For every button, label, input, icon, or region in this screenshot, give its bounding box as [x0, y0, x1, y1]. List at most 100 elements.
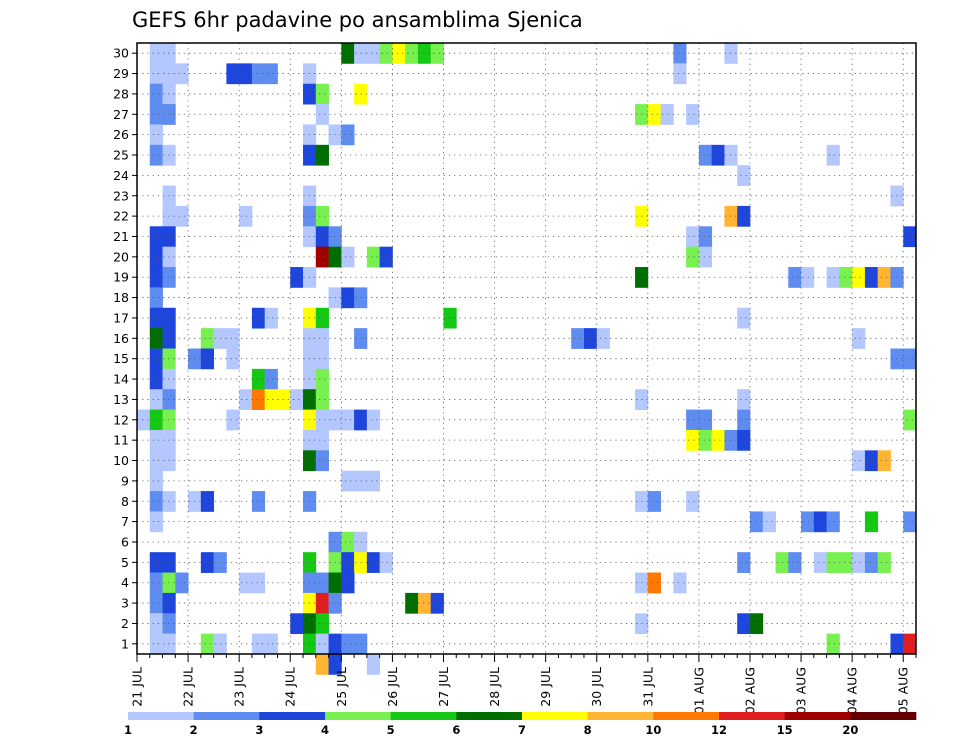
heatmap-cell: [149, 246, 163, 268]
heatmap-cell: [826, 144, 840, 166]
heatmap-cell: [737, 205, 751, 227]
x-tick-label: 28 JUL: [487, 667, 502, 707]
heatmap-cell: [686, 409, 700, 431]
heatmap-cell: [200, 348, 215, 370]
y-tick-label: 9: [121, 473, 129, 488]
heatmap-cell: [328, 654, 342, 675]
heatmap-cell: [864, 267, 879, 288]
heatmap-cell: [149, 613, 163, 635]
heatmap-cell: [379, 43, 393, 64]
heatmap-cell: [788, 552, 802, 573]
heatmap-cell: [149, 491, 163, 512]
heatmap-cell: [315, 613, 329, 635]
heatmap-cell: [341, 409, 355, 431]
colorbar-label: 15: [777, 723, 793, 737]
y-tick-label: 27: [113, 107, 129, 122]
heatmap-cell: [417, 43, 432, 64]
x-tick-label: 24 JUL: [283, 667, 298, 707]
heatmap-cell: [315, 429, 329, 451]
heatmap-cell: [698, 144, 713, 166]
heatmap-cell: [315, 246, 329, 268]
heatmap-cell: [686, 429, 700, 451]
y-tick-label: 15: [113, 351, 129, 366]
y-tick-label: 29: [113, 66, 129, 81]
heatmap-cell: [724, 144, 738, 166]
y-tick-label: 19: [113, 270, 129, 285]
plot-frame: [136, 42, 917, 655]
heatmap-cell: [903, 348, 917, 370]
colorbar-swatch: [850, 712, 917, 720]
heatmap-cell: [711, 144, 725, 166]
heatmap-cell: [366, 552, 381, 573]
heatmap-cell: [673, 43, 687, 64]
heatmap-cell: [864, 552, 879, 573]
heatmap-cell: [264, 389, 278, 410]
y-tick-label: 17: [113, 310, 129, 325]
colorbar-swatch: [390, 712, 457, 720]
heatmap-cell: [175, 63, 189, 85]
heatmap-cell: [149, 43, 163, 64]
colorbar-swatch: [128, 712, 194, 720]
heatmap-cell: [226, 348, 240, 370]
heatmap-cell: [149, 307, 163, 329]
heatmap-cell: [341, 43, 355, 64]
heatmap-cell: [315, 205, 329, 227]
x-tick-label: 21 JUL: [130, 667, 145, 707]
heatmap-cell: [366, 246, 381, 268]
y-tick-label: 14: [113, 372, 129, 387]
heatmap-cell: [341, 531, 355, 553]
y-tick-label: 20: [113, 249, 129, 264]
x-tick-label: 01 AUG: [691, 667, 706, 714]
heatmap-cell: [839, 267, 853, 288]
x-tick-label: 26 JUL: [385, 667, 400, 707]
heatmap-cell: [392, 43, 406, 64]
colorbar-label: 8: [584, 723, 592, 737]
x-tick-label: 23 JUL: [232, 667, 247, 707]
heatmap-cell: [149, 592, 163, 614]
heatmap-cell: [315, 633, 329, 655]
heatmap-cell: [264, 633, 278, 655]
heatmap-cell: [149, 511, 163, 533]
heatmap-cell: [149, 552, 163, 573]
heatmap-cell: [430, 592, 444, 614]
heatmap-cell: [341, 552, 355, 573]
x-tick-label: 29 JUL: [538, 667, 553, 707]
y-tick-label: 22: [113, 209, 129, 224]
heatmap-cell: [226, 409, 240, 431]
y-tick-label: 21: [113, 229, 129, 244]
colorbar-swatch: [193, 712, 260, 720]
heatmap-cell: [315, 368, 329, 390]
heatmap-cell: [660, 104, 674, 125]
heatmap-cell: [149, 368, 163, 390]
x-tick-label: 22 JUL: [181, 667, 196, 707]
heatmap-cell: [647, 104, 661, 125]
heatmap-cell: [405, 43, 419, 64]
heatmap-cell: [405, 592, 419, 614]
colorbar-label: 6: [452, 723, 460, 737]
heatmap-cell: [149, 470, 163, 492]
y-axis: 1234567891011121314151617181920212223242…: [113, 46, 137, 651]
heatmap-cell: [264, 63, 278, 85]
heatmap-cell: [379, 246, 393, 268]
heatmap-cell: [315, 592, 329, 614]
heatmap-cell: [341, 246, 355, 268]
heatmap-cell: [698, 409, 713, 431]
heatmap-cell: [175, 572, 189, 594]
heatmap-cell: [149, 328, 163, 349]
colorbar-label: 1: [124, 723, 132, 737]
heatmap-cell: [149, 429, 163, 451]
y-tick-label: 1: [121, 636, 129, 651]
heatmap-cell: [698, 226, 713, 248]
x-tick-label: 25 JUL: [334, 667, 349, 707]
heatmap-cell: [341, 633, 355, 655]
heatmap-cell: [737, 409, 751, 431]
heatmap-cell: [826, 511, 840, 533]
heatmap-cell: [149, 409, 163, 431]
colorbar-swatch: [653, 712, 720, 720]
heatmap-cell: [290, 267, 304, 288]
heatmap-cell: [149, 389, 163, 410]
heatmap-cell: [341, 572, 355, 594]
heatmap-cell: [200, 633, 215, 655]
y-tick-label: 5: [121, 555, 129, 570]
